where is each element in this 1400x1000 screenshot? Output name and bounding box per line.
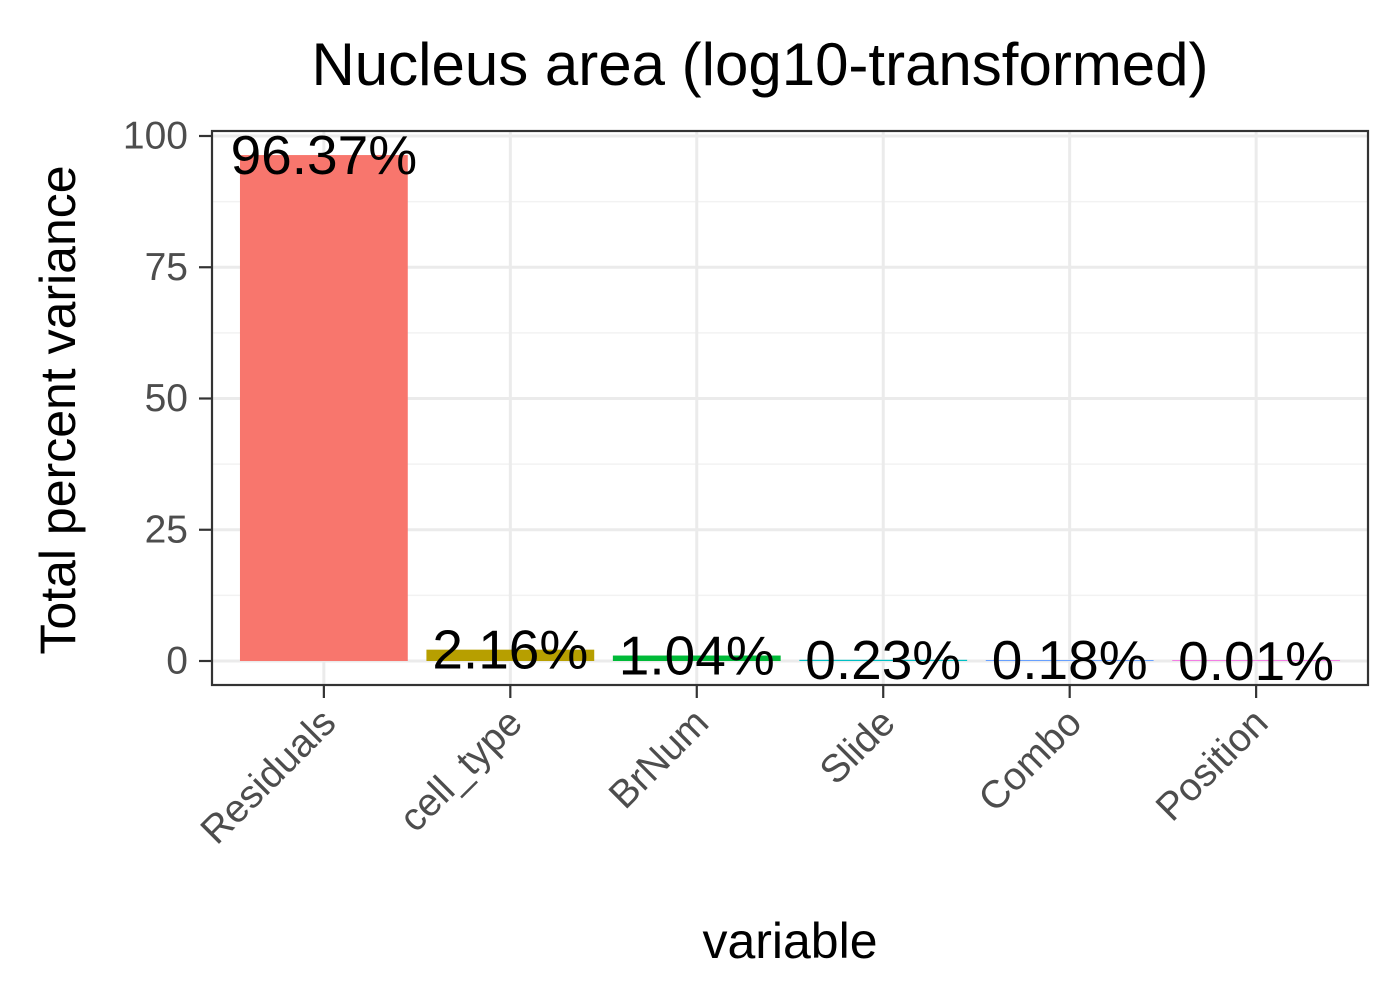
x-axis-title: variable <box>702 913 877 969</box>
data-label: 2.16% <box>432 619 588 681</box>
y-tick-label: 75 <box>145 246 188 289</box>
bar-brnum <box>612 655 781 661</box>
bars <box>239 155 1341 661</box>
y-tick-label: 50 <box>145 377 188 420</box>
y-tick-label: 100 <box>123 115 188 158</box>
data-label: 1.04% <box>619 625 775 687</box>
bar-combo <box>985 660 1154 661</box>
chart-title: Nucleus area (log10-transformed) <box>311 31 1208 98</box>
y-tick-label: 0 <box>166 640 188 683</box>
data-label: 0.18% <box>992 629 1148 691</box>
data-label: 0.01% <box>1178 630 1334 692</box>
y-tick-label: 25 <box>145 508 188 551</box>
data-label: 96.37% <box>231 124 418 186</box>
data-label: 0.23% <box>805 629 961 691</box>
panel-border <box>210 129 1370 687</box>
bar-slide <box>799 659 968 661</box>
data-labels: 96.37% 2.16% 1.04% 0.23% 0.18% 0.01% <box>231 124 1335 692</box>
bar-residuals <box>239 155 408 661</box>
bar-cell-type <box>426 649 595 661</box>
y-axis-title: Total percent variance <box>30 165 86 654</box>
bar-position <box>1172 660 1341 661</box>
